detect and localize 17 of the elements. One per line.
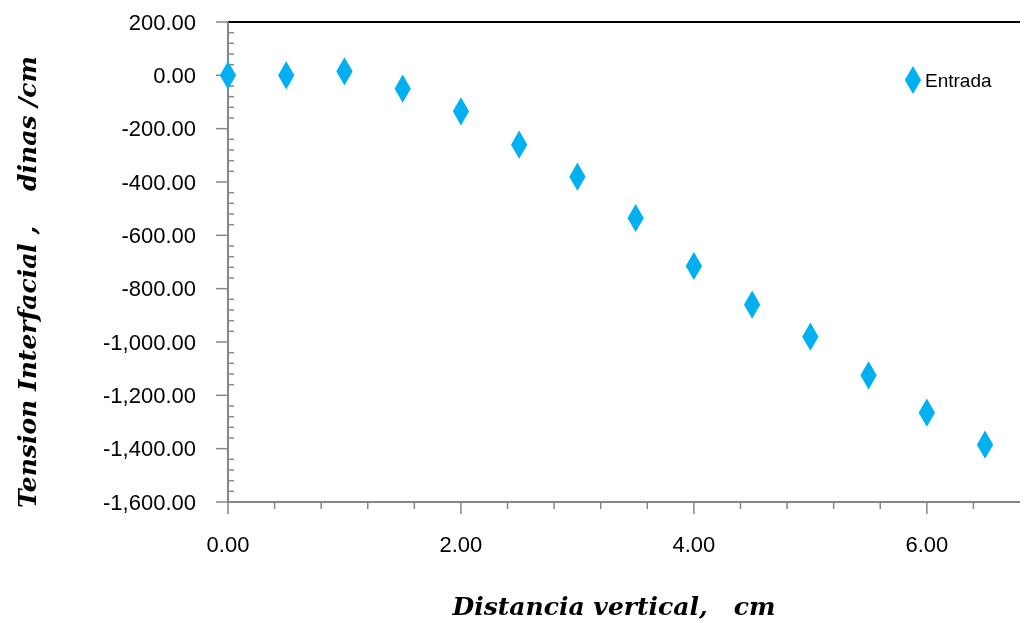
y-tick-label: -400.00 <box>121 169 196 195</box>
y-tick-label: -600.00 <box>121 223 196 249</box>
y-axis-title: Tension Interfacial , dinas /cm <box>13 56 42 508</box>
y-tick-label: -1,400.00 <box>103 436 196 462</box>
x-tick-label: 6.00 <box>905 532 949 557</box>
y-tick-label: 200.00 <box>128 9 196 35</box>
x-tick-label: 4.00 <box>672 532 716 557</box>
x-axis-title: Distancia vertical, cm <box>451 592 776 621</box>
x-tick-label: 2.00 <box>439 532 483 557</box>
y-tick-label: -1,600.00 <box>103 489 196 515</box>
y-tick-label: -1,000.00 <box>103 329 196 355</box>
x-tick-label: 0.00 <box>206 532 250 557</box>
y-tick-label: -1,200.00 <box>103 383 196 409</box>
y-tick-label: -200.00 <box>121 116 196 142</box>
legend-label: Entrada <box>925 69 992 91</box>
y-tick-label: 0.00 <box>153 63 196 89</box>
y-tick-label: -800.00 <box>121 276 196 302</box>
